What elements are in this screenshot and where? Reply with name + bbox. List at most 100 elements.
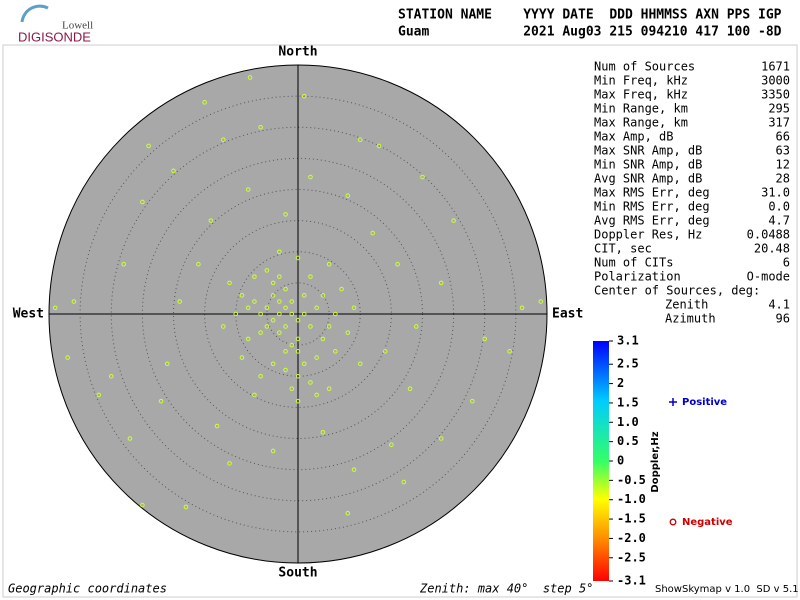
header-line: STATION NAME YYYY DATE DDD HHMMSS AXN PP…	[398, 8, 782, 23]
source-point	[127, 436, 133, 441]
source-point	[227, 461, 232, 466]
source-point	[277, 299, 282, 304]
source-point	[283, 349, 288, 354]
zenith-value: 4.1	[768, 298, 790, 312]
source-point	[270, 361, 276, 367]
source-point	[333, 349, 338, 354]
source-point	[357, 137, 363, 142]
source-point	[258, 124, 263, 130]
stat-value: 31.0	[761, 186, 790, 200]
source-point	[140, 502, 145, 508]
zenith-label: Zenith	[665, 298, 708, 312]
colorbar-tick-label: 0.5	[617, 434, 639, 448]
colorbar-label: Doppler,Hz	[650, 431, 661, 492]
source-point	[283, 212, 288, 217]
colorbar-tick-label: 3.1	[617, 334, 639, 348]
source-point	[295, 398, 301, 404]
source-point	[389, 442, 394, 448]
source-point	[301, 361, 307, 367]
source-point	[252, 299, 257, 304]
stat-value: 20.48	[754, 242, 790, 256]
source-point	[345, 330, 351, 335]
source-point	[221, 324, 226, 329]
stat-label: Min Freq, kHz	[594, 74, 688, 88]
source-point	[308, 380, 313, 385]
source-point	[270, 317, 276, 323]
stat-label: Num of CITs	[594, 256, 673, 270]
source-point	[333, 311, 338, 317]
source-point	[227, 280, 232, 286]
colorbar-tick-label: -2.5	[617, 550, 646, 564]
direction-east: East	[552, 307, 583, 322]
source-point	[345, 193, 351, 199]
stat-label: Min Range, km	[594, 102, 688, 116]
footer-left: Geographic coordinates	[8, 582, 167, 596]
source-point	[438, 280, 444, 286]
stat-label: Max Freq, kHz	[594, 88, 688, 102]
source-point	[289, 342, 295, 348]
logo-line2: DIGISONDE	[18, 29, 91, 44]
stat-value: 66	[776, 130, 790, 144]
source-point	[301, 93, 307, 99]
source-point	[289, 299, 295, 304]
stat-label: Max Range, km	[594, 116, 688, 130]
source-point	[258, 373, 263, 379]
source-point	[308, 324, 313, 329]
stat-label: Max Amp, dB	[594, 130, 673, 144]
source-point	[270, 280, 276, 286]
stat-label: Min SNR Amp, dB	[594, 158, 702, 172]
stat-value: 0.0488	[747, 228, 790, 242]
legend-label: Negative	[682, 517, 733, 528]
source-point	[308, 174, 313, 180]
source-point	[264, 305, 270, 311]
source-point	[277, 330, 282, 335]
source-point	[401, 479, 407, 485]
colorbar-tick-label: 0	[617, 454, 624, 468]
source-point	[351, 467, 357, 472]
source-point	[277, 249, 282, 255]
source-point	[96, 392, 102, 398]
source-point	[289, 311, 295, 317]
source-point	[413, 324, 419, 329]
colorbar-tick-label: -3.1	[617, 574, 646, 588]
source-point	[277, 311, 282, 317]
source-point	[482, 336, 488, 342]
source-point	[252, 392, 257, 398]
source-point	[326, 386, 332, 392]
source-point	[239, 293, 245, 298]
source-point	[277, 274, 282, 279]
source-point	[245, 336, 251, 342]
stat-value: 6	[783, 256, 790, 270]
source-point	[326, 324, 332, 329]
source-point	[283, 286, 288, 292]
stat-value: 0.0	[768, 200, 790, 214]
header-line: Guam 2021 Aug03 215 094210 417 100 -8D	[398, 25, 782, 40]
stat-label: Avg SNR Amp, dB	[594, 172, 702, 186]
legend-circle	[669, 518, 677, 526]
source-point	[214, 423, 220, 429]
source-point	[65, 355, 70, 360]
source-point	[270, 293, 276, 298]
stat-value: O-mode	[747, 270, 790, 284]
source-point	[283, 367, 288, 373]
source-point	[258, 311, 263, 317]
source-point	[320, 293, 326, 298]
source-point	[196, 261, 201, 267]
source-point	[357, 361, 363, 367]
source-point	[438, 436, 444, 441]
source-point	[382, 349, 388, 354]
source-point	[295, 336, 301, 342]
source-point	[146, 143, 151, 149]
source-point	[351, 305, 357, 311]
source-point	[171, 168, 176, 174]
stat-label: Min RMS Err, deg	[594, 200, 710, 214]
source-point	[376, 143, 382, 149]
stat-label: CIT, sec	[594, 242, 652, 256]
source-point	[507, 349, 512, 354]
azimuth-label: Azimuth	[665, 312, 716, 326]
source-point	[295, 317, 301, 323]
stat-value: 1671	[761, 60, 790, 74]
source-point	[247, 75, 253, 80]
source-point	[301, 293, 307, 298]
source-point	[177, 299, 183, 304]
